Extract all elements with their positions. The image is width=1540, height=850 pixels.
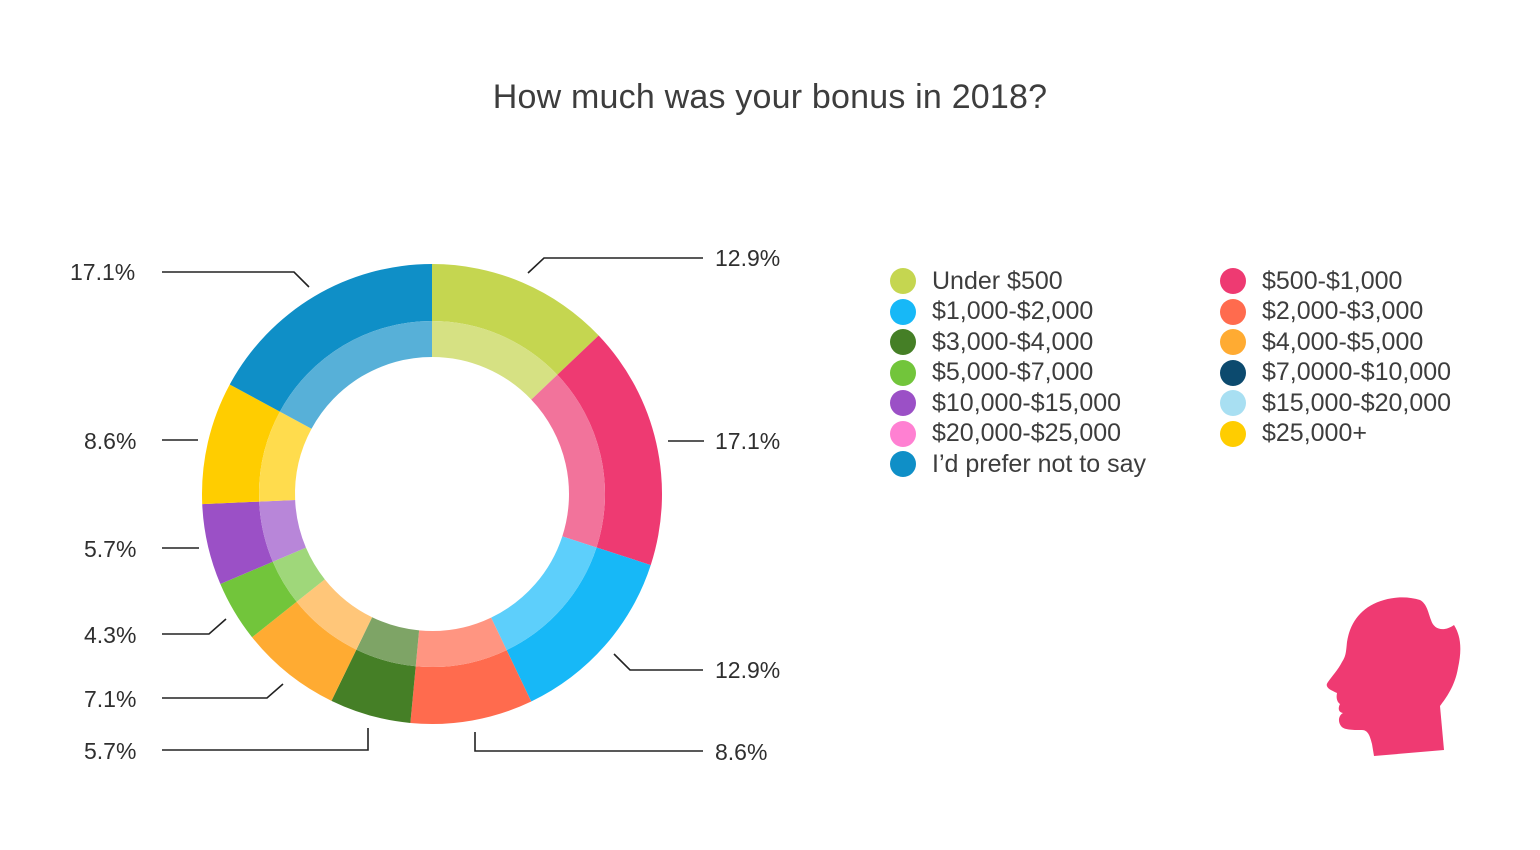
legend-item: $15,000-$20,000 (1220, 388, 1451, 418)
legend-label: $7,0000-$10,000 (1262, 358, 1452, 386)
data-label: 5.7% (84, 738, 137, 764)
leader-line (527, 257, 703, 274)
pie-slice (531, 335, 662, 566)
legend-swatch (890, 298, 916, 325)
legend-label: $25,000+ (1262, 419, 1367, 447)
pie-slice-inner (491, 536, 597, 651)
pie-slice-outer (506, 547, 651, 702)
data-label: 8.6% (84, 428, 137, 454)
legend-label: $2,000-$3,000 (1262, 297, 1424, 325)
legend-swatch (1220, 390, 1246, 416)
legend-label: $15,000-$20,000 (1262, 388, 1452, 417)
legend-item: $7,0000-$10,000 (1220, 358, 1451, 388)
pie-slice (220, 547, 325, 638)
data-label: 17.1% (715, 428, 781, 454)
legend-item: I’d prefer not to say (890, 449, 1146, 479)
pie-slice (491, 536, 651, 702)
legend-swatch (890, 329, 916, 355)
legend-swatch (890, 359, 916, 386)
pie-slice-outer (229, 264, 432, 412)
pie-slice-inner (279, 321, 432, 429)
legend-item: $20,000-$25,000 (890, 419, 1121, 449)
legend-item: $500-$1,000 (1220, 266, 1402, 296)
leader-line (162, 271, 310, 288)
leader-line (162, 728, 369, 751)
legend-swatch (1220, 329, 1246, 355)
legend-label: $4,000-$5,000 (1262, 327, 1424, 356)
legend-swatch (890, 390, 916, 416)
pie-slice-outer (202, 501, 273, 585)
pie-slice (331, 617, 420, 723)
pie-slice-outer (331, 649, 416, 723)
pie-slice-outer (410, 650, 532, 724)
legend-label: $5,000-$7,000 (932, 358, 1094, 386)
pie-slice-outer (557, 335, 662, 566)
leader-line (162, 683, 284, 699)
legend-item: $10,000-$15,000 (890, 388, 1121, 418)
pie-slice-inner (259, 411, 312, 502)
leader-line (474, 732, 703, 752)
pie-slice-inner (272, 547, 325, 602)
data-label: 12.9% (715, 245, 781, 271)
pie-slice (252, 579, 373, 701)
legend-item: $5,000-$7,000 (890, 358, 1093, 388)
legend-swatch (1220, 298, 1246, 325)
legend-item: Under $500 (890, 266, 1063, 296)
legend-label: I’d prefer not to say (932, 449, 1147, 478)
data-label: 17.1% (70, 259, 136, 285)
pie-slice-inner (259, 500, 306, 562)
legend-label: $10,000-$15,000 (932, 388, 1122, 417)
legend-swatch (1220, 268, 1246, 294)
legend-item: $4,000-$5,000 (1220, 327, 1423, 357)
leader-line (613, 653, 703, 671)
data-label: 4.3% (84, 622, 137, 648)
chart-title: How much was your bonus in 2018? (492, 78, 1048, 116)
pie-slice-inner (531, 374, 605, 548)
legend-item: $25,000+ (1220, 419, 1367, 449)
data-label: 5.7% (84, 536, 137, 562)
legend-swatch (1220, 420, 1246, 447)
leader-line (162, 618, 227, 635)
pie-slice (410, 617, 532, 724)
legend-swatch (890, 451, 916, 477)
legend-label: $1,000-$2,000 (932, 297, 1094, 325)
pie-slice-outer (252, 601, 357, 701)
pie-slice-outer (432, 264, 599, 375)
legend-swatch (890, 420, 916, 447)
pie-slice (202, 500, 306, 585)
data-label: 12.9% (715, 657, 781, 683)
pie-slice-outer (202, 384, 280, 505)
legend-swatch (890, 268, 916, 294)
pie-slice-outer (220, 561, 297, 638)
pie-slice-inner (296, 579, 373, 650)
legend-item: $2,000-$3,000 (1220, 297, 1423, 327)
legend-label: $500-$1,000 (1262, 266, 1403, 295)
pie-slice-inner (432, 321, 558, 400)
pie-slice-inner (356, 617, 420, 667)
pie-slice (229, 264, 432, 429)
legend-label: $20,000-$25,000 (932, 419, 1122, 447)
legend-item: $3,000-$4,000 (890, 327, 1093, 357)
legend-label: $3,000-$4,000 (932, 327, 1094, 356)
pie-slice (202, 384, 312, 505)
pie-slice-inner (415, 617, 507, 667)
data-label: 8.6% (715, 739, 768, 765)
legend-label: Under $500 (932, 266, 1063, 295)
pie-slice (432, 264, 599, 400)
legend-swatch (1220, 359, 1246, 386)
data-label: 7.1% (84, 686, 137, 712)
legend-item: $1,000-$2,000 (890, 297, 1093, 327)
